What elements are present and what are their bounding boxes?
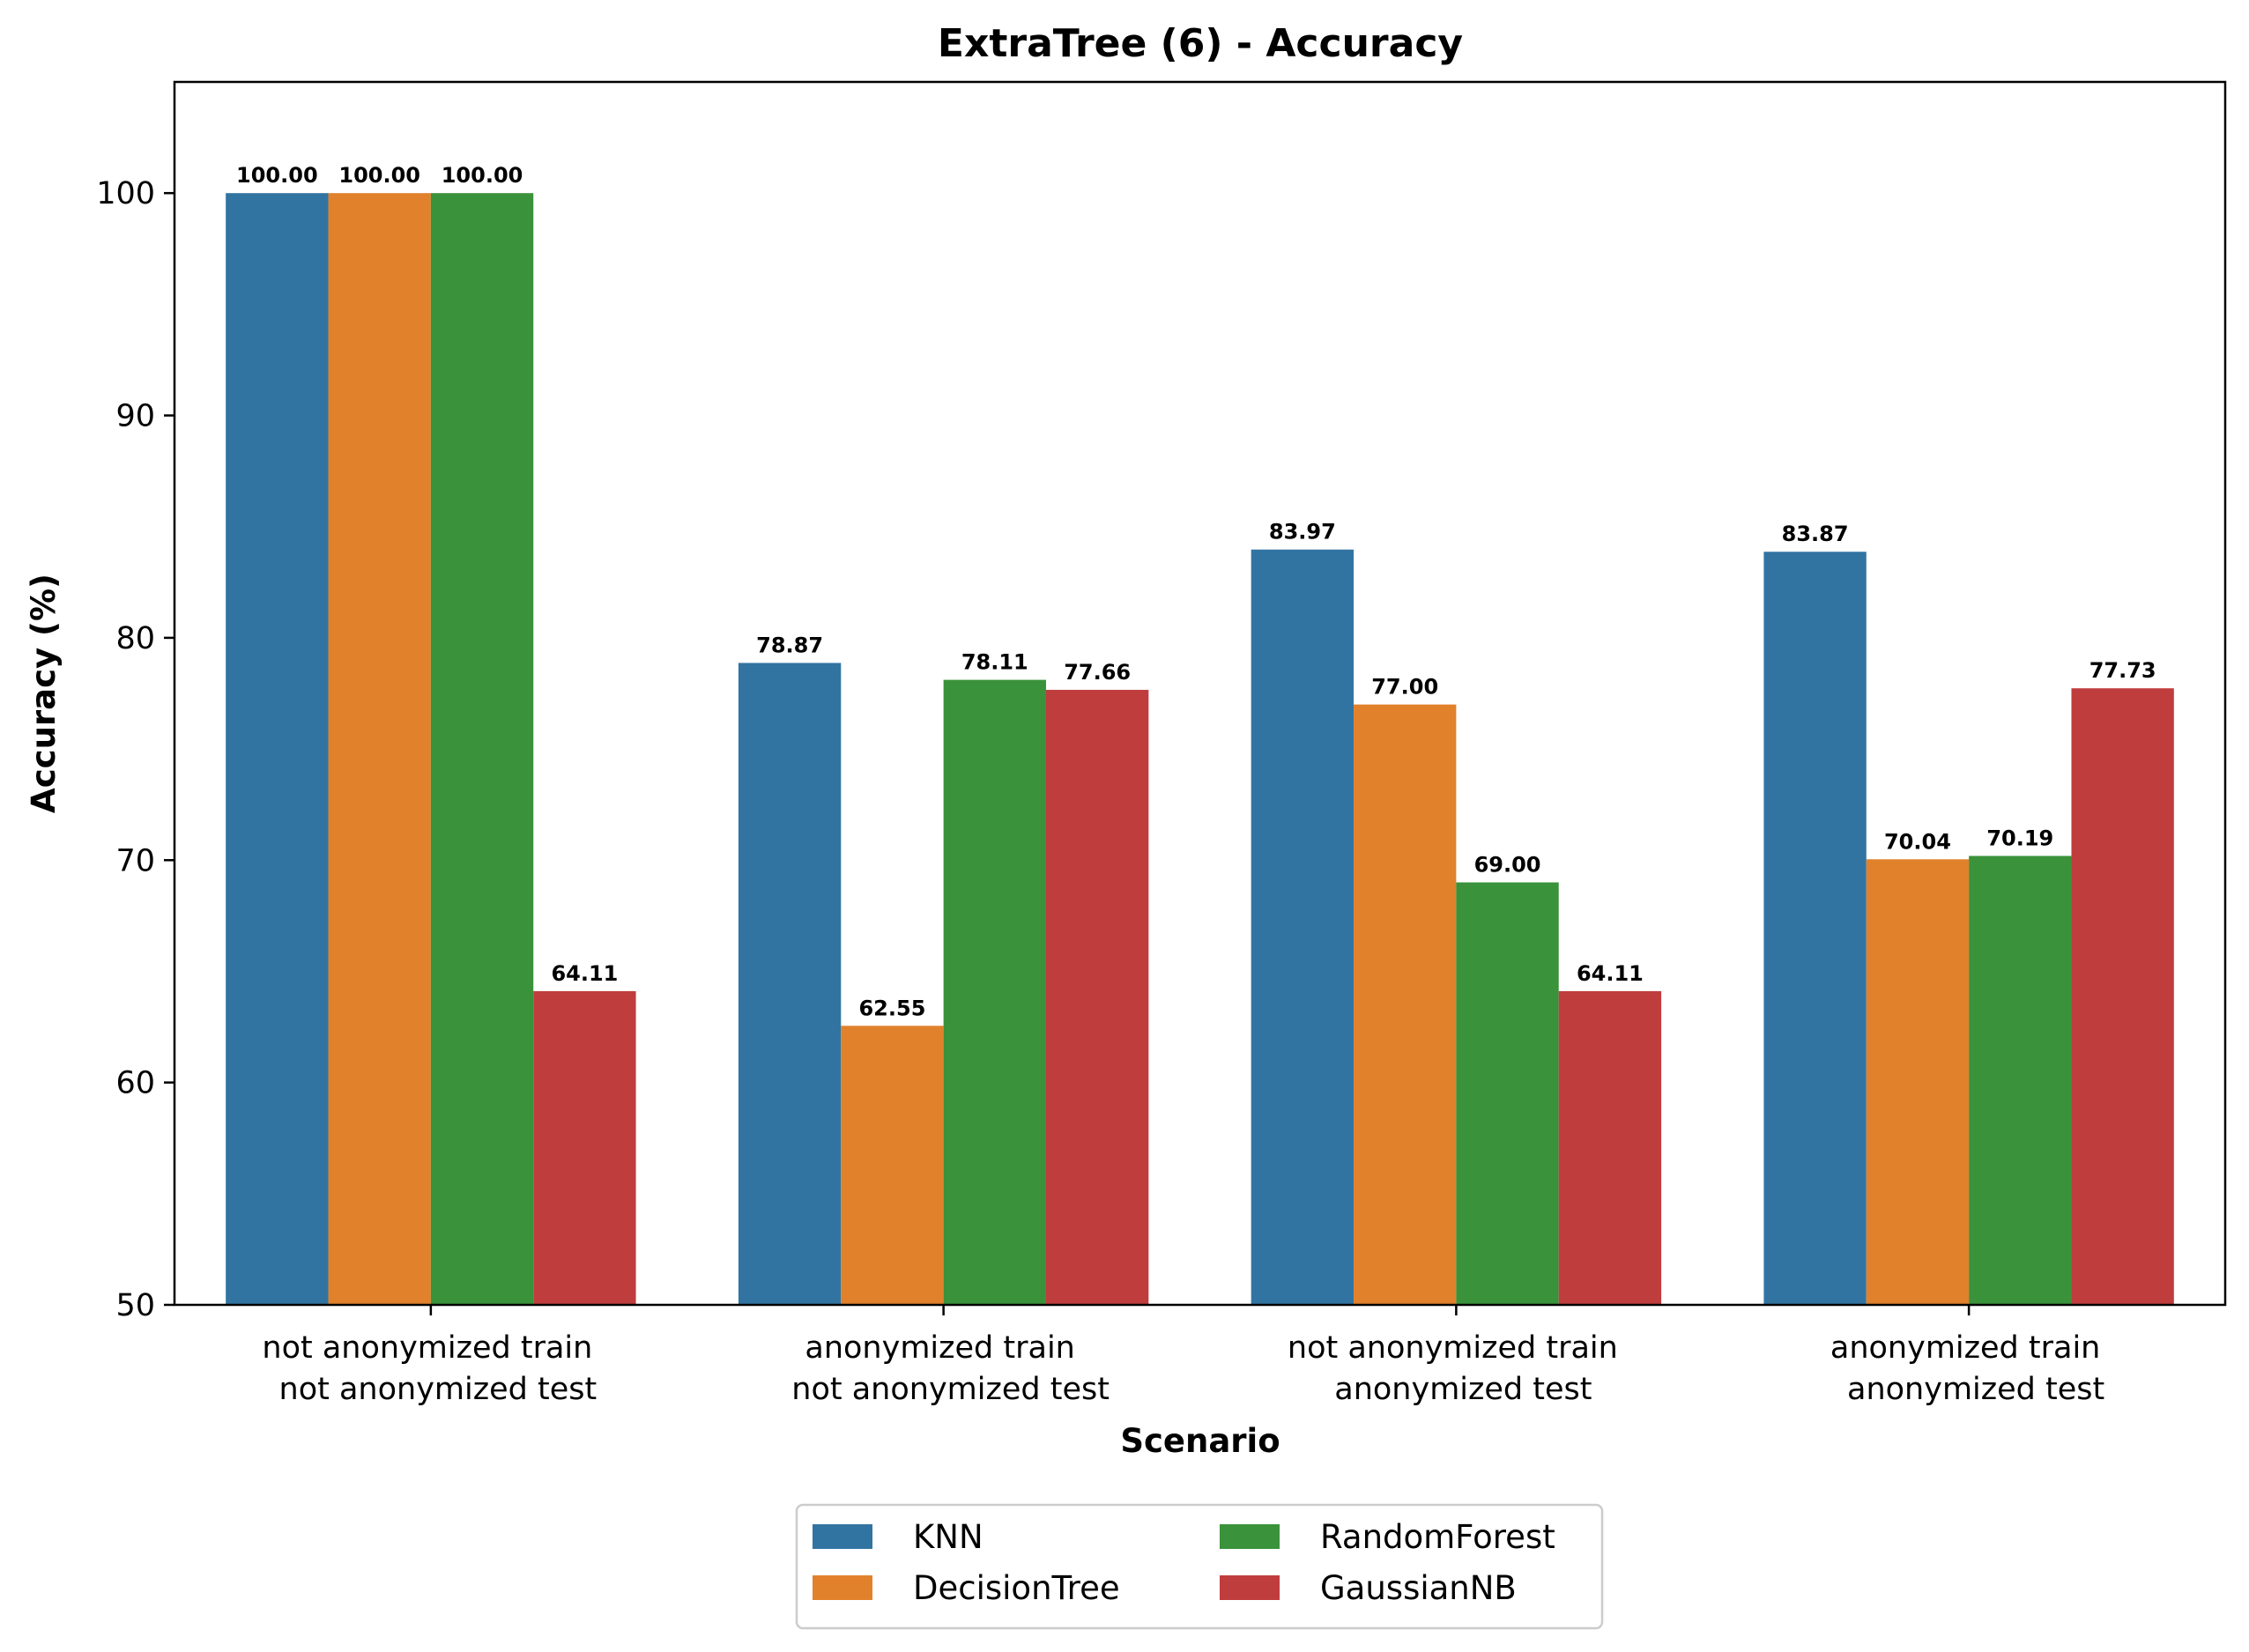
bar-decisiontree-2 bbox=[1354, 704, 1457, 1305]
bar-randomforest-3 bbox=[1969, 856, 2072, 1305]
legend-swatch-gaussiannb bbox=[1220, 1575, 1280, 1600]
y-tick-label: 50 bbox=[115, 1288, 155, 1323]
bar-value-label: 78.87 bbox=[756, 633, 823, 657]
x-tick-label: anonymized train bbox=[1830, 1330, 2100, 1366]
bar-knn-1 bbox=[738, 663, 842, 1305]
bar-labels-group: 100.00 78.87 83.97 83.87 100.00 62.55 77.00 70.… bbox=[236, 163, 2156, 1020]
legend-swatch-randomforest bbox=[1220, 1524, 1280, 1549]
bar-randomforest-1 bbox=[943, 679, 1046, 1305]
bar-value-label: 70.04 bbox=[1884, 829, 1951, 854]
y-tick-label: 60 bbox=[115, 1066, 155, 1101]
bar-value-label: 77.00 bbox=[1371, 675, 1438, 700]
x-tick-label: anonymized train bbox=[805, 1330, 1074, 1366]
bar-knn-3 bbox=[1763, 552, 1867, 1305]
y-tick-label: 70 bbox=[115, 843, 155, 878]
plot-frame bbox=[173, 80, 2227, 1307]
x-tick-label: anonymized test bbox=[1847, 1372, 2104, 1407]
x-tick-label: anonymized test bbox=[1334, 1372, 1592, 1407]
legend-swatch-decisiontree bbox=[813, 1575, 872, 1600]
bar-value-label: 62.55 bbox=[858, 996, 925, 1020]
bar-value-label: 78.11 bbox=[961, 650, 1028, 675]
bar-value-label: 64.11 bbox=[551, 961, 618, 986]
x-axis: not anonymized train not anonymized test a… bbox=[262, 1305, 2104, 1407]
bar-value-label: 77.73 bbox=[2089, 658, 2156, 683]
y-axis-label: Accuracy (%) bbox=[25, 574, 63, 813]
legend: KNN DecisionTree RandomForest GaussianNB bbox=[795, 1503, 1604, 1630]
bar-randomforest-0 bbox=[430, 193, 534, 1305]
bar-value-label: 83.97 bbox=[1269, 520, 1336, 544]
bar-gaussiannb-1 bbox=[1045, 689, 1149, 1305]
bar-value-label: 69.00 bbox=[1474, 853, 1541, 878]
bar-randomforest-2 bbox=[1456, 882, 1559, 1305]
legend-label: KNN bbox=[913, 1518, 983, 1556]
legend-label: GaussianNB bbox=[1320, 1569, 1517, 1607]
bar-gaussiannb-3 bbox=[2071, 688, 2174, 1305]
legend-swatch-knn bbox=[813, 1524, 872, 1549]
legend-label: RandomForest bbox=[1320, 1518, 1555, 1556]
bar-decisiontree-0 bbox=[328, 193, 431, 1305]
y-axis: 50 60 70 80 90 100 bbox=[96, 176, 174, 1323]
bar-gaussiannb-0 bbox=[533, 990, 636, 1305]
bar-value-label: 100.00 bbox=[236, 163, 318, 188]
bar-decisiontree-1 bbox=[841, 1026, 944, 1305]
y-tick-label: 100 bbox=[96, 176, 155, 211]
bar-decisiontree-3 bbox=[1866, 859, 1970, 1305]
x-tick-label: not anonymized train bbox=[1288, 1330, 1618, 1366]
x-axis-label: Scenario bbox=[1120, 1422, 1280, 1460]
bars-group bbox=[226, 193, 2174, 1305]
bar-value-label: 70.19 bbox=[1986, 826, 2053, 850]
bar-value-label: 100.00 bbox=[442, 163, 523, 188]
bar-value-label: 100.00 bbox=[338, 163, 420, 188]
bar-value-label: 64.11 bbox=[1577, 961, 1644, 986]
bar-value-label: 77.66 bbox=[1064, 660, 1131, 685]
x-tick-label: not anonymized test bbox=[279, 1372, 598, 1407]
bar-knn-0 bbox=[226, 193, 329, 1305]
y-tick-label: 90 bbox=[115, 399, 155, 434]
legend-frame bbox=[795, 1503, 1604, 1630]
y-tick-label: 80 bbox=[115, 621, 155, 656]
legend-label: DecisionTree bbox=[913, 1569, 1120, 1607]
chart-title: ExtraTree (6) - Accuracy bbox=[938, 21, 1463, 66]
x-tick-label: not anonymized train bbox=[262, 1330, 592, 1366]
bar-gaussiannb-2 bbox=[1558, 990, 1662, 1305]
bar-value-label: 83.87 bbox=[1782, 522, 1849, 546]
bar-knn-2 bbox=[1251, 549, 1355, 1305]
x-tick-label: not anonymized test bbox=[791, 1372, 1110, 1407]
